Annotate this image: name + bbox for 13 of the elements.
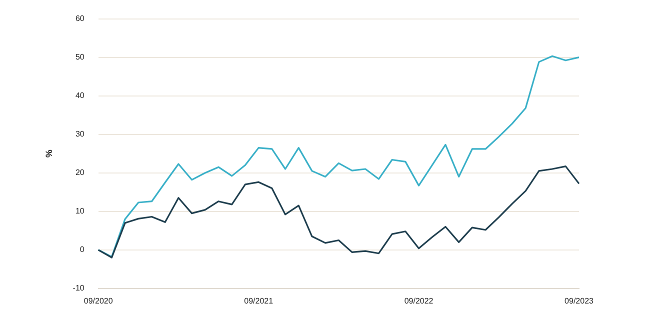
x-tick-label: 09/2023 [564, 296, 594, 306]
x-tick-label: 09/2020 [84, 296, 114, 306]
y-tick-label: 30 [75, 130, 85, 139]
x-tick-label: 09/2022 [404, 296, 434, 306]
y-tick-label: -10 [72, 284, 85, 293]
y-tick-label: 60 [75, 14, 85, 24]
y-tick-label: 50 [75, 52, 85, 62]
x-tick-label: 09/2021 [244, 296, 274, 306]
y-tick-label: 40 [75, 91, 85, 100]
y-tick-label: 20 [75, 168, 85, 178]
y-tick-label: 0 [80, 245, 85, 254]
y-tick-label: 10 [75, 206, 85, 216]
y-axis-title: % [44, 150, 54, 158]
